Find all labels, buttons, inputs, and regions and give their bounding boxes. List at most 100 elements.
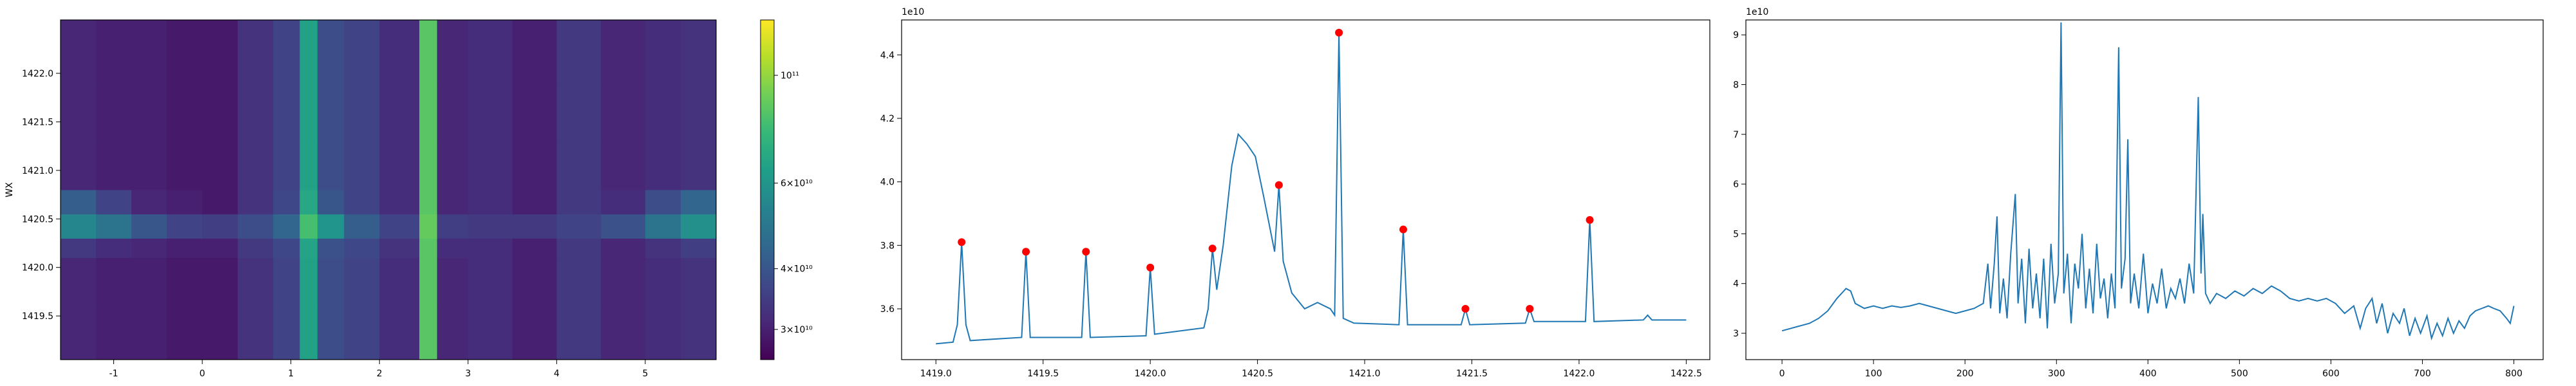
heatmap-cell bbox=[167, 190, 203, 215]
y-tick-label: 4.2 bbox=[880, 114, 895, 124]
x-tick-label: -1 bbox=[109, 369, 118, 379]
heatmap-cell bbox=[437, 141, 469, 190]
heatmap-cell bbox=[556, 306, 601, 360]
heatmap-cell bbox=[601, 83, 646, 142]
heatmap-cell bbox=[468, 238, 513, 259]
heatmap-cell bbox=[468, 190, 513, 215]
heatmap-cell bbox=[512, 238, 557, 259]
x-tick-label: 0 bbox=[200, 369, 205, 379]
heatmap-cell bbox=[468, 214, 513, 239]
heatmap-cell bbox=[437, 214, 469, 239]
heatmap-cell bbox=[379, 83, 420, 142]
peak-point bbox=[958, 238, 966, 246]
heatmap-cell bbox=[202, 190, 238, 215]
heatmap-cell bbox=[238, 20, 274, 84]
heatmap-cell bbox=[468, 141, 513, 190]
x-tick-label: 100 bbox=[1865, 369, 1882, 379]
heatmap-cell bbox=[317, 141, 345, 190]
x-tick-label: 3 bbox=[465, 369, 471, 379]
heatmap-cell bbox=[344, 141, 380, 190]
heatmap-cell bbox=[96, 214, 132, 239]
heatmap-cell bbox=[317, 20, 345, 84]
heatmap-cell bbox=[96, 83, 132, 142]
heatmap-cell bbox=[680, 238, 717, 259]
heatmap-cell bbox=[299, 141, 318, 190]
heatmap-cell bbox=[437, 190, 469, 215]
heatmap-cell bbox=[645, 20, 681, 84]
heatmap-cell bbox=[437, 20, 469, 84]
heatmap-cell bbox=[61, 257, 97, 307]
heatmap-cell bbox=[317, 214, 345, 239]
heatmap-cell bbox=[61, 190, 97, 215]
y-tick-label: 3.8 bbox=[880, 241, 895, 251]
x-tick-label: 1419.0 bbox=[920, 369, 952, 379]
heatmap-cell bbox=[601, 257, 646, 307]
line-series bbox=[1781, 22, 2515, 341]
heatmap-cell bbox=[131, 214, 167, 239]
x-tick-label: 700 bbox=[2414, 369, 2431, 379]
heatmap-cell bbox=[317, 257, 345, 307]
y-offset-label: 1e10 bbox=[902, 7, 924, 17]
peak-point bbox=[1586, 216, 1594, 224]
y-tick-label: 7 bbox=[1733, 130, 1739, 140]
heatmap-cell bbox=[202, 83, 238, 142]
heatmap-cell bbox=[512, 83, 557, 142]
heatmap-cell bbox=[468, 306, 513, 360]
heatmap-cell bbox=[419, 83, 438, 142]
heatmap-cell bbox=[512, 190, 557, 215]
heatmap-cell bbox=[556, 257, 601, 307]
axes-frame bbox=[901, 19, 1710, 360]
colorbar bbox=[760, 19, 775, 360]
heatmap-cell bbox=[61, 306, 97, 360]
heatmap-cell bbox=[61, 141, 97, 190]
heatmap-cell bbox=[379, 257, 420, 307]
x-tick-label: 300 bbox=[2048, 369, 2065, 379]
heatmap-cell bbox=[167, 257, 203, 307]
heatmap-cell bbox=[299, 20, 318, 84]
heatmap-cell bbox=[317, 190, 345, 215]
heatmap-cell bbox=[601, 141, 646, 190]
heatmap-cell bbox=[379, 238, 420, 259]
heatmap-cell bbox=[96, 257, 132, 307]
heatmap-cell bbox=[61, 83, 97, 142]
colorbar-tick-label: 10¹¹ bbox=[781, 71, 799, 81]
peak-point bbox=[1526, 305, 1534, 313]
heatmap-cell bbox=[202, 238, 238, 259]
heatmap-cell bbox=[601, 238, 646, 259]
heatmap-cell bbox=[299, 190, 318, 215]
y-tick-label: 1421.5 bbox=[22, 117, 53, 127]
heatmap-cell bbox=[238, 83, 274, 142]
heatmap-cell bbox=[167, 214, 203, 239]
heatmap-cell bbox=[512, 257, 557, 307]
heatmap-cell bbox=[512, 20, 557, 84]
heatmap-cell bbox=[601, 190, 646, 215]
heatmap-cell bbox=[556, 83, 601, 142]
heatmap-cell bbox=[680, 257, 717, 307]
heatmap-cell bbox=[512, 306, 557, 360]
heatmap-cell bbox=[167, 20, 203, 84]
heatmap-cell bbox=[419, 190, 438, 215]
heatmap-cell bbox=[202, 214, 238, 239]
line-series bbox=[936, 32, 1687, 345]
heatmap-cell bbox=[299, 306, 318, 360]
heatmap-cell bbox=[556, 190, 601, 215]
heatmap-cell bbox=[468, 83, 513, 142]
heatmap-cell bbox=[344, 257, 380, 307]
x-tick-label: 1422.0 bbox=[1563, 369, 1595, 379]
heatmap-cell bbox=[379, 214, 420, 239]
x-tick-label: 1421.5 bbox=[1456, 369, 1488, 379]
heatmap-cell bbox=[299, 257, 318, 307]
heatmap-cell bbox=[512, 141, 557, 190]
heatmap-cell bbox=[238, 214, 274, 239]
colorbar-tick-label: 6×10¹⁰ bbox=[781, 179, 813, 189]
peak-point bbox=[1208, 244, 1217, 253]
heatmap-cell bbox=[131, 306, 167, 360]
y-axis-label: WX bbox=[5, 182, 15, 198]
heatmap-cell bbox=[344, 214, 380, 239]
heatmap-cell bbox=[344, 306, 380, 360]
heatmap-cell bbox=[202, 20, 238, 84]
x-tick-label: 200 bbox=[1956, 369, 1974, 379]
y-tick-label: 4.0 bbox=[880, 178, 895, 188]
heatmap-cell bbox=[556, 141, 601, 190]
